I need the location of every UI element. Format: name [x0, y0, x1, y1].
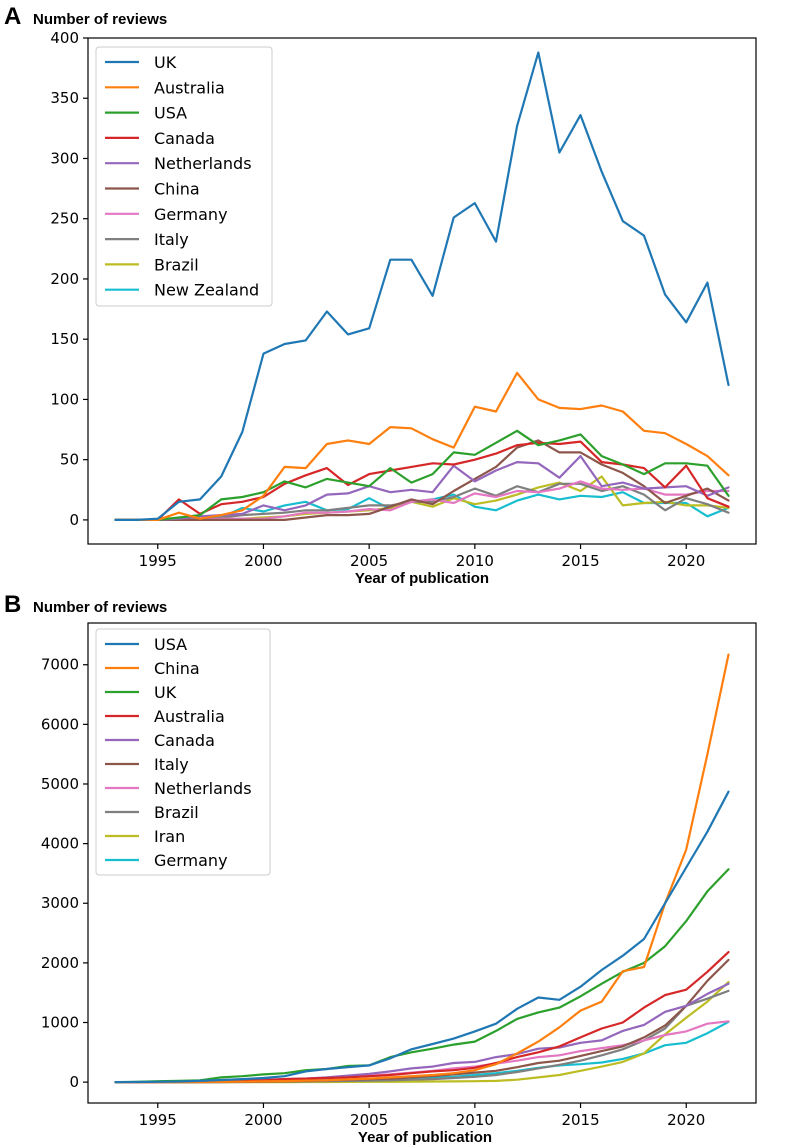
y-tick-label: 0: [69, 1073, 79, 1091]
legend-label-canada: Canada: [154, 731, 215, 750]
legend-label-germany: Germany: [154, 851, 228, 870]
panel-b-letter: B: [4, 591, 21, 618]
series-line-china: [114, 653, 730, 1084]
legend-label-usa: USA: [154, 635, 187, 654]
series-line-canada: [114, 982, 730, 1084]
x-tick-label: 2005: [350, 552, 388, 570]
y-tick-label: 0: [69, 511, 79, 529]
legend-label-uk: UK: [154, 53, 177, 72]
legend-box: [95, 46, 273, 307]
legend-label-netherlands: Netherlands: [154, 154, 252, 173]
legend-label-china: China: [154, 659, 200, 678]
legend-label-uk: UK: [154, 683, 177, 702]
y-tick-label: 400: [50, 29, 79, 47]
y-tick-label: 6000: [41, 715, 79, 733]
panel-b-y-axis-label: Number of reviews: [33, 599, 167, 616]
x-tick-label: 2010: [456, 1111, 494, 1129]
panel-a-axes-frame: [87, 37, 757, 545]
y-tick-label: 350: [50, 89, 79, 107]
x-tick-label: 2005: [350, 1111, 388, 1129]
series-line-uk: [114, 868, 730, 1084]
y-tick-label: 250: [50, 210, 79, 228]
panel-b-axes-frame: [87, 622, 757, 1104]
y-tick-label: 150: [50, 330, 79, 348]
series-line-uk: [114, 51, 730, 522]
x-tick-label: 2020: [667, 552, 705, 570]
x-tick-label: 2015: [561, 1111, 599, 1129]
panel-a-ticks: 1995 2000 2005 2010 2015 2020 0 50 100 150 200 250 3…: [50, 29, 705, 570]
legend-label-brazil: Brazil: [154, 255, 199, 274]
y-tick-label: 50: [60, 451, 79, 469]
panel-b-legend: USA China UK Australia Canada Italy Netherland…: [95, 628, 271, 876]
legend-label-netherlands: Netherlands: [154, 779, 252, 798]
legend-label-australia: Australia: [154, 78, 225, 97]
x-tick-label: 1995: [139, 552, 177, 570]
series-line-australia: [114, 950, 730, 1084]
legend-box: [95, 628, 271, 876]
legend-label-italy: Italy: [154, 230, 189, 249]
legend-label-new-zealand: New Zealand: [154, 281, 259, 300]
legend-label-italy: Italy: [154, 755, 189, 774]
series-line-australia: [114, 371, 730, 522]
legend-label-germany: Germany: [154, 205, 228, 224]
panel-a-legend: UK Australia USA Canada Netherlands China Germ…: [95, 46, 273, 307]
legend-label-canada: Canada: [154, 129, 215, 148]
panel-a-y-axis-label: Number of reviews: [33, 11, 167, 28]
series-line-italy: [114, 958, 730, 1084]
legend-label-australia: Australia: [154, 707, 225, 726]
panel-a-x-axis-label: Year of publication: [355, 570, 489, 587]
y-tick-label: 1000: [41, 1014, 79, 1032]
panel-a-letter: A: [4, 3, 21, 30]
x-tick-label: 2000: [244, 1111, 282, 1129]
y-tick-label: 300: [50, 149, 79, 167]
panel-a-lines: [114, 51, 730, 522]
x-tick-label: 2010: [456, 552, 494, 570]
legend-label-china: China: [154, 180, 200, 199]
panel-b-lines: [114, 653, 730, 1084]
legend-label-iran: Iran: [154, 827, 185, 846]
y-tick-label: 2000: [41, 954, 79, 972]
x-tick-label: 2020: [667, 1111, 705, 1129]
x-tick-label: 2015: [561, 552, 599, 570]
x-tick-label: 2000: [244, 552, 282, 570]
x-tick-label: 1995: [139, 1111, 177, 1129]
y-tick-label: 200: [50, 270, 79, 288]
legend-label-usa: USA: [154, 104, 187, 123]
y-tick-label: 7000: [41, 656, 79, 674]
y-tick-label: 100: [50, 390, 79, 408]
panel-b-ticks: 1995 2000 2005 2010 2015 2020 0 1000 2000 3000 400…: [41, 656, 706, 1129]
y-tick-label: 3000: [41, 894, 79, 912]
panel-b-x-axis-label: Year of publication: [358, 1129, 492, 1146]
panel-a: A Number of reviews 1995 2000 2005 2010 2015…: [4, 3, 757, 587]
series-line-china: [114, 439, 730, 522]
series-line-usa: [114, 429, 730, 522]
series-line-usa: [114, 790, 730, 1084]
y-tick-label: 5000: [41, 775, 79, 793]
y-tick-label: 4000: [41, 835, 79, 853]
panel-b: B Number of reviews 1995 2000 2005 2010 2015…: [4, 591, 757, 1146]
legend-label-brazil: Brazil: [154, 803, 199, 822]
